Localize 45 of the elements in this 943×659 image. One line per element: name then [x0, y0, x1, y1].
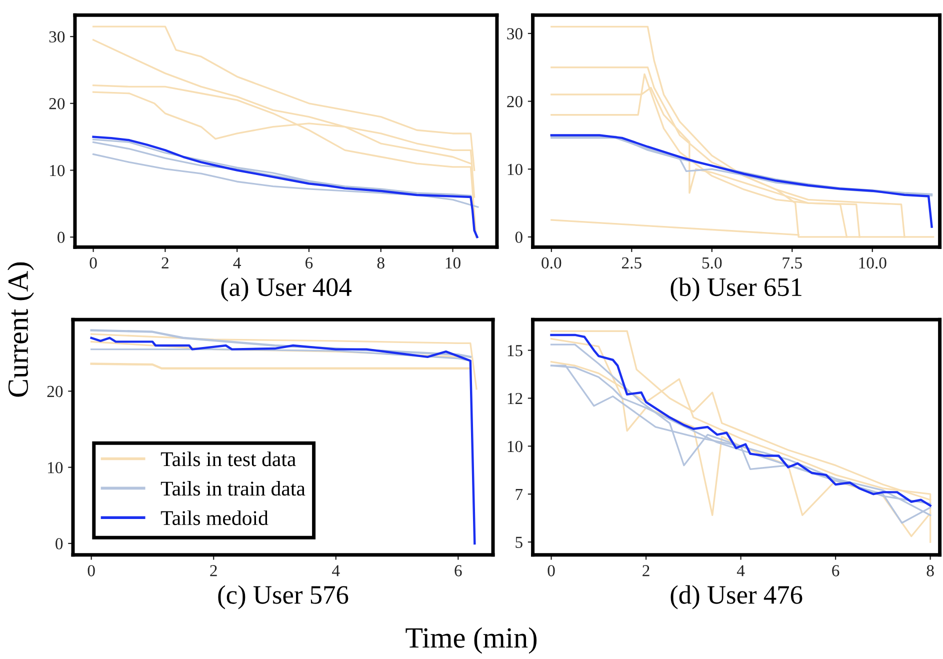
text: (c) User 576	[218, 585, 348, 610]
x-tick-label: 0	[88, 565, 95, 576]
y-tick-label: 10	[508, 440, 522, 452]
x-tick-label: 2	[162, 257, 168, 268]
y-tick-label: 0	[58, 232, 65, 244]
y-tick-label: 7	[516, 488, 523, 500]
y-tick-label: 12	[508, 392, 522, 404]
y-tick-label: 30	[49, 31, 65, 42]
y-axis-title: Current (A)	[8, 262, 34, 397]
x-tick-label: 6	[306, 257, 313, 269]
x-tick-label: 2.5	[622, 257, 642, 269]
legend-label: Tails in test data	[160, 452, 296, 466]
x-tick-label: 0	[90, 257, 97, 269]
x-tick-label: 2	[210, 565, 217, 576]
x-tick-label: 10	[446, 257, 460, 269]
y-tick-label: 20	[47, 386, 63, 398]
x-tick-label: 4	[233, 257, 241, 268]
y-tick-label: 5	[516, 536, 522, 548]
x-tick-label: 7.5	[782, 258, 802, 269]
y-tick-label: 0	[515, 232, 522, 243]
x-axis-title: Time (min)	[406, 627, 537, 654]
x-tick-label: 0.0	[542, 257, 562, 269]
x-tick-label: 4	[332, 565, 340, 576]
y-tick-label: 30	[507, 28, 522, 40]
x-tick-label: 2	[642, 565, 650, 576]
x-tick-label: 0	[548, 565, 555, 576]
x-tick-label: 10.0	[859, 257, 886, 269]
text: (b) User 651	[670, 278, 802, 302]
x-tick-label: 8	[926, 565, 934, 576]
x-tick-label: 6	[832, 565, 840, 576]
y-tick-label: 20	[49, 98, 65, 110]
y-tick-label: 10	[508, 164, 522, 176]
x-tick-label: 6	[454, 565, 462, 576]
text: (a) User 404	[221, 278, 352, 302]
text: (d) User 476	[670, 585, 802, 610]
y-tick-label: 10	[50, 164, 65, 176]
x-tick-label: 4	[736, 565, 745, 576]
y-tick-label: 10	[48, 462, 63, 474]
y-tick-label: 15	[508, 345, 522, 356]
legend-label: Tails in train data	[160, 481, 306, 496]
x-tick-label: 8	[377, 257, 384, 269]
legend-label: Tails medoid	[160, 510, 268, 526]
x-tick-label: 5.0	[702, 257, 722, 269]
y-tick-label: 0	[56, 538, 63, 550]
y-tick-label: 20	[507, 96, 522, 108]
